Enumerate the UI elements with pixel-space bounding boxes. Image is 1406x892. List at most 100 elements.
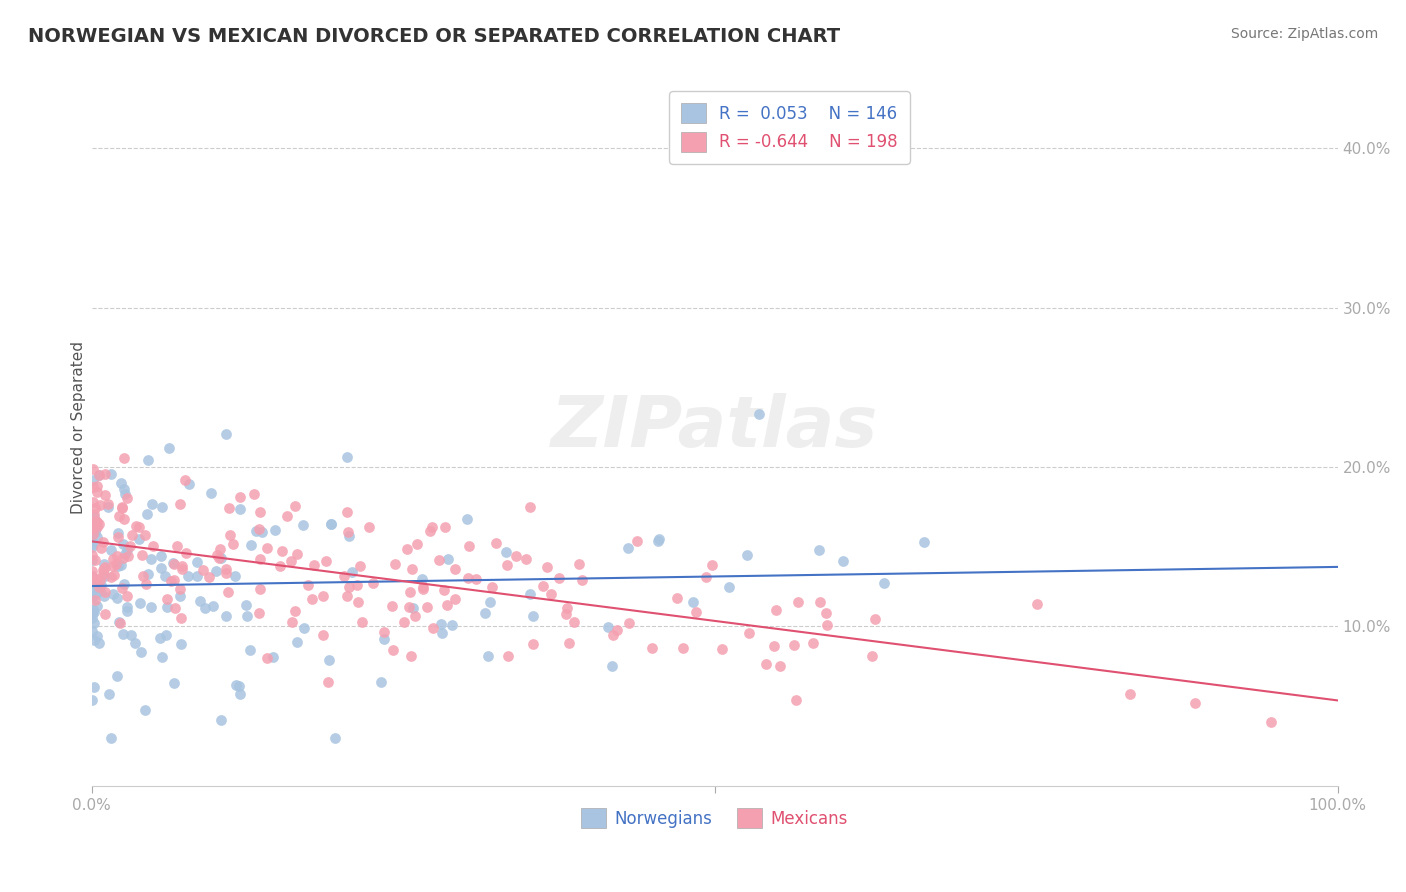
Point (97, 497, 120, 511)
Point (166, 540, 188, 554)
Point (814, 606, 837, 620)
Point (162, 676, 184, 690)
Point (373, 624, 395, 639)
Point (648, 533, 671, 547)
Point (671, 640, 693, 655)
Point (89, 573, 111, 587)
Point (456, 512, 478, 526)
Point (101, 559, 124, 574)
Point (80, 590, 103, 604)
Point (755, 657, 778, 672)
Point (105, 549, 128, 563)
Point (89, 584, 111, 599)
Point (336, 505, 359, 519)
Point (80, 693, 103, 707)
Point (702, 558, 724, 572)
Point (97, 500, 120, 514)
Point (84, 525, 107, 540)
Point (434, 520, 457, 534)
Point (337, 580, 360, 594)
Point (606, 623, 628, 637)
Point (107, 558, 129, 573)
Y-axis label: Divorced or Separated: Divorced or Separated (72, 341, 86, 514)
Point (86, 530, 108, 544)
Point (93, 560, 115, 574)
Point (186, 569, 208, 583)
Point (214, 566, 236, 580)
Point (215, 562, 238, 576)
Point (100, 570, 122, 584)
Point (402, 601, 425, 615)
Point (80, 607, 103, 621)
Point (215, 427, 238, 442)
Point (422, 621, 444, 635)
Point (240, 538, 263, 552)
Point (103, 567, 125, 582)
Point (201, 599, 224, 613)
Point (292, 621, 315, 635)
Point (83, 510, 105, 524)
Point (105, 591, 128, 605)
Point (399, 585, 422, 599)
Point (117, 549, 139, 564)
Point (87, 516, 110, 531)
Point (89, 498, 111, 512)
Point (432, 625, 454, 640)
Point (323, 731, 346, 745)
Point (783, 638, 806, 652)
Point (284, 499, 307, 513)
Point (82, 584, 104, 599)
Point (82, 473, 104, 487)
Point (200, 486, 222, 500)
Point (86, 519, 108, 533)
Point (647, 534, 669, 549)
Point (89, 580, 111, 594)
Point (111, 626, 134, 640)
Point (433, 583, 456, 598)
Point (87, 636, 110, 650)
Point (337, 525, 360, 540)
Point (86, 599, 108, 613)
Point (83, 501, 105, 516)
Point (245, 524, 267, 538)
Point (111, 501, 134, 516)
Point (554, 607, 576, 621)
Point (108, 509, 131, 524)
Point (135, 507, 157, 521)
Point (82, 461, 104, 475)
Point (82, 522, 104, 536)
Point (110, 476, 132, 491)
Point (695, 570, 717, 584)
Point (318, 652, 340, 666)
Point (115, 599, 138, 614)
Point (1260, 714, 1282, 729)
Point (208, 551, 231, 566)
Point (281, 615, 304, 629)
Point (297, 577, 319, 591)
Point (465, 572, 488, 586)
Point (115, 589, 138, 603)
Point (191, 563, 214, 577)
Point (256, 541, 278, 555)
Point (249, 582, 271, 596)
Point (319, 516, 342, 531)
Point (91, 535, 114, 549)
Point (209, 550, 232, 565)
Point (873, 575, 896, 590)
Point (174, 474, 197, 488)
Point (505, 549, 527, 563)
Point (337, 529, 360, 543)
Point (83, 605, 105, 619)
Point (82, 527, 104, 541)
Point (340, 565, 363, 579)
Point (162, 557, 184, 571)
Point (558, 636, 581, 650)
Point (401, 562, 423, 576)
Point (170, 637, 193, 651)
Point (349, 558, 371, 573)
Point (124, 636, 146, 650)
Point (100, 467, 122, 482)
Text: ZIPatlas: ZIPatlas (551, 392, 879, 462)
Point (129, 645, 152, 659)
Point (619, 615, 641, 630)
